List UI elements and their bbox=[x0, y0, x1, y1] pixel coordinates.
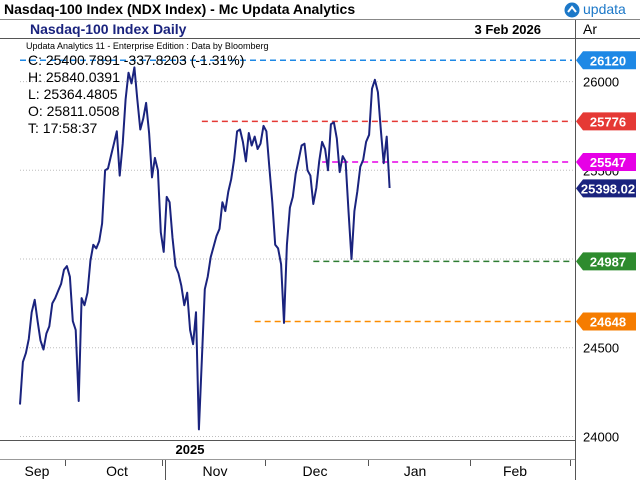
level-badge-26120-label: 26120 bbox=[590, 53, 626, 68]
level-badge-24987: 24987 bbox=[576, 252, 636, 271]
close-value: C: 25400.7891 -337.8203 (-1.31%) bbox=[28, 52, 244, 68]
current-price-badge-box bbox=[576, 179, 636, 198]
header-strip bbox=[0, 20, 575, 38]
window-title: Nasdaq-100 Index (NDX Index) - Mc Updata… bbox=[4, 1, 356, 17]
current-price-badge: 25398.02 bbox=[576, 179, 636, 198]
x-tick-label: Nov bbox=[203, 463, 228, 479]
y-tick-label: 26000 bbox=[583, 75, 619, 90]
level-badge-24987-box bbox=[576, 252, 636, 271]
current-price-badge-label: 25398.02 bbox=[581, 181, 635, 196]
level-badge-25547-label: 25547 bbox=[590, 155, 626, 170]
gridlines bbox=[20, 81, 575, 437]
level-badges: 26120 25776 25547 24987 24648 25398.02 bbox=[576, 51, 636, 331]
x-tick-label: Oct bbox=[106, 463, 128, 479]
level-badge-25776: 25776 bbox=[576, 112, 636, 131]
x-tick-label: Jan bbox=[404, 463, 427, 479]
price-chart[interactable]: Nasdaq-100 Index Daily 3 Feb 2026 Ar Upd… bbox=[0, 20, 640, 480]
level-badge-26120-box bbox=[576, 51, 636, 70]
y-tick-label: 24000 bbox=[583, 429, 619, 444]
x-tick-label: Sep bbox=[25, 463, 50, 479]
time-value: T: 17:58:37 bbox=[28, 120, 97, 136]
logo-text: updata bbox=[583, 1, 626, 17]
level-badge-26120: 26120 bbox=[576, 51, 636, 70]
updata-logo: updata bbox=[564, 1, 636, 18]
level-badge-24648: 24648 bbox=[576, 312, 636, 331]
x-tick-label: Dec bbox=[303, 463, 328, 479]
x-tick-label: Feb bbox=[503, 463, 527, 479]
support-resistance-levels bbox=[20, 59, 572, 323]
high-value: H: 25840.0391 bbox=[28, 69, 120, 85]
chart-date: 3 Feb 2026 bbox=[475, 22, 542, 37]
year-label: 2025 bbox=[176, 442, 205, 457]
level-badge-25776-box bbox=[576, 112, 636, 131]
level-badge-24648-box bbox=[576, 312, 636, 331]
credit-line: Updata Analytics 11 - Enterprise Edition… bbox=[26, 41, 268, 51]
low-value: L: 25364.4805 bbox=[28, 86, 118, 102]
price-line[interactable] bbox=[19, 66, 391, 431]
y-tick-label: 24500 bbox=[583, 341, 619, 356]
axis-header-label: Ar bbox=[583, 21, 597, 37]
level-badge-24987-label: 24987 bbox=[590, 254, 626, 269]
level-badge-25547-box bbox=[576, 152, 636, 171]
level-badge-25776-label: 25776 bbox=[590, 114, 626, 129]
chart-title: Nasdaq-100 Index Daily bbox=[30, 21, 187, 37]
level-badge-24648-label: 24648 bbox=[590, 314, 626, 329]
level-badge-25547: 25547 bbox=[576, 152, 636, 171]
open-value: O: 25811.0508 bbox=[28, 103, 120, 119]
title-bar: Nasdaq-100 Index (NDX Index) - Mc Updata… bbox=[0, 0, 640, 20]
time-axis: 2025 Sep Oct Nov Dec Jan Feb bbox=[25, 442, 571, 480]
updata-logo-icon bbox=[564, 2, 580, 18]
